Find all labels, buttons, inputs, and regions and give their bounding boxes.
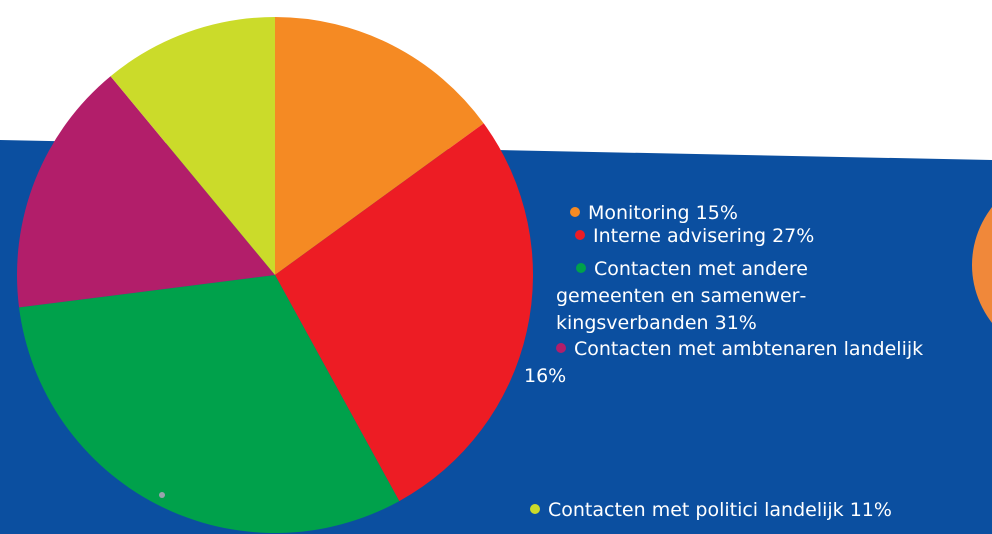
legend-swatch (570, 207, 580, 217)
pie-slice (16, 76, 275, 308)
pie (16, 17, 533, 533)
legend-item: Contacten met ambtenaren landelijk 16% (524, 336, 944, 390)
legend-item: Contacten met politici landelijk 11% (530, 497, 990, 524)
legend-value: 11% (849, 499, 892, 521)
legend-value: 15% (695, 202, 738, 224)
legend-label: Interne advisering (593, 225, 767, 247)
legend-value: 31% (714, 312, 757, 334)
pie-slice (275, 17, 484, 275)
legend-label: Contacten met politici landelijk (548, 499, 844, 521)
legend-item: Monitoring 15% (570, 200, 870, 227)
legend-swatch (576, 263, 586, 273)
legend-swatch (575, 230, 585, 240)
legend-value: 16% (524, 365, 567, 387)
pie-slice (275, 123, 533, 502)
pie-slice (19, 275, 400, 533)
legend-item: Contacten met andere gemeenten en samenw… (556, 256, 818, 337)
pie-slice (110, 17, 275, 275)
decor-dot (159, 492, 165, 498)
legend-value: 27% (772, 225, 815, 247)
legend-label: Contacten met andere gemeenten en samenw… (556, 258, 808, 334)
decor-circle (972, 207, 992, 323)
legend-item: Interne advisering 27% (575, 223, 895, 250)
legend-swatch (556, 343, 566, 353)
legend-label: Contacten met ambtenaren landelijk (574, 338, 924, 360)
legend-swatch (530, 504, 540, 514)
legend-label: Monitoring (588, 202, 690, 224)
